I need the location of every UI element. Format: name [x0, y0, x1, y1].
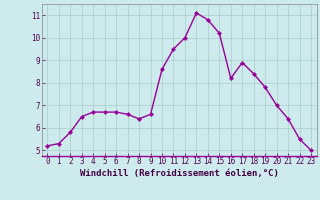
X-axis label: Windchill (Refroidissement éolien,°C): Windchill (Refroidissement éolien,°C) [80, 169, 279, 178]
